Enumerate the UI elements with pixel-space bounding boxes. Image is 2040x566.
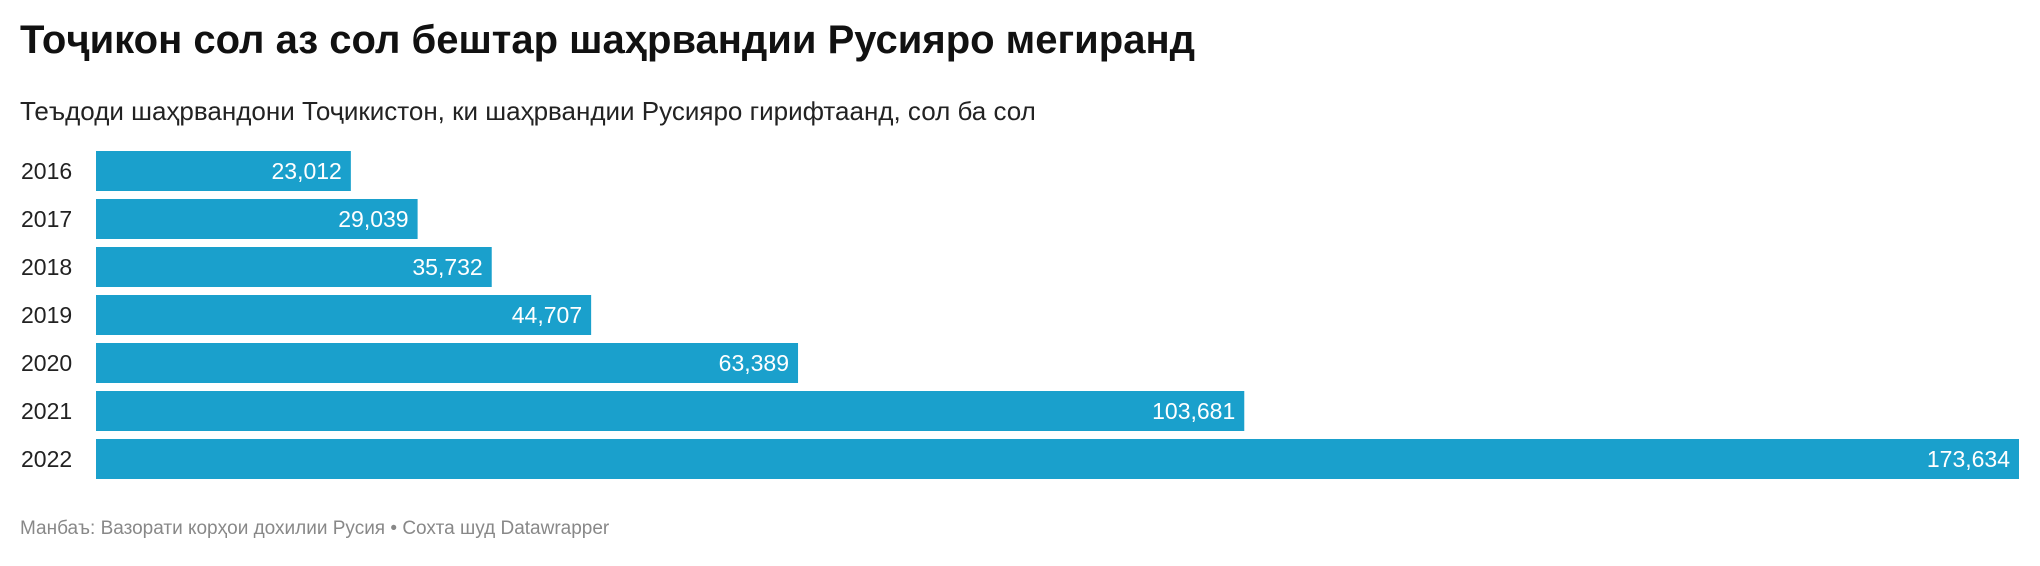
- category-label: 2022: [21, 446, 72, 472]
- credit-text: Сохта шуд Datawrapper: [402, 518, 610, 539]
- chart-subtitle: Теъдоди шаҳрвандони Тоҷикистон, ки шаҳрв…: [20, 96, 1036, 126]
- bar-chart-plot: 2016 23,012 2017 29,039 2018 35,732 2019 44,707…: [21, 151, 2019, 479]
- category-label: 2016: [21, 158, 72, 184]
- bar-value-label: 23,012: [271, 158, 341, 184]
- category-label: 2018: [21, 254, 72, 280]
- bar: [96, 391, 1245, 431]
- bar-value-label: 103,681: [1152, 398, 1235, 424]
- bar: [96, 295, 592, 335]
- category-label: 2019: [21, 302, 72, 328]
- bar-value-label: 44,707: [512, 302, 582, 328]
- bar: [96, 199, 418, 239]
- bar: [96, 151, 351, 191]
- bar-value-label: 35,732: [412, 254, 482, 280]
- source-text: Вазорати корҳои дохилии Русия: [100, 518, 386, 539]
- bar: [96, 247, 492, 287]
- category-label: 2021: [21, 398, 72, 424]
- footer-separator: •: [390, 518, 398, 539]
- category-label: 2020: [21, 350, 72, 376]
- bar-value-label: 173,634: [1927, 446, 2010, 472]
- category-label: 2017: [21, 206, 72, 232]
- source-label: Манбаъ:: [20, 518, 96, 539]
- chart-footer: Манбаъ: Вазорати корҳои дохилии Русия • …: [20, 518, 609, 540]
- bar: [96, 439, 2019, 479]
- bar-value-label: 29,039: [338, 206, 408, 232]
- bar-value-label: 63,389: [719, 350, 789, 376]
- bar: [96, 343, 799, 383]
- chart-title: Тоҷикон сол аз сол бештар шаҳрвандии Рус…: [20, 18, 1195, 62]
